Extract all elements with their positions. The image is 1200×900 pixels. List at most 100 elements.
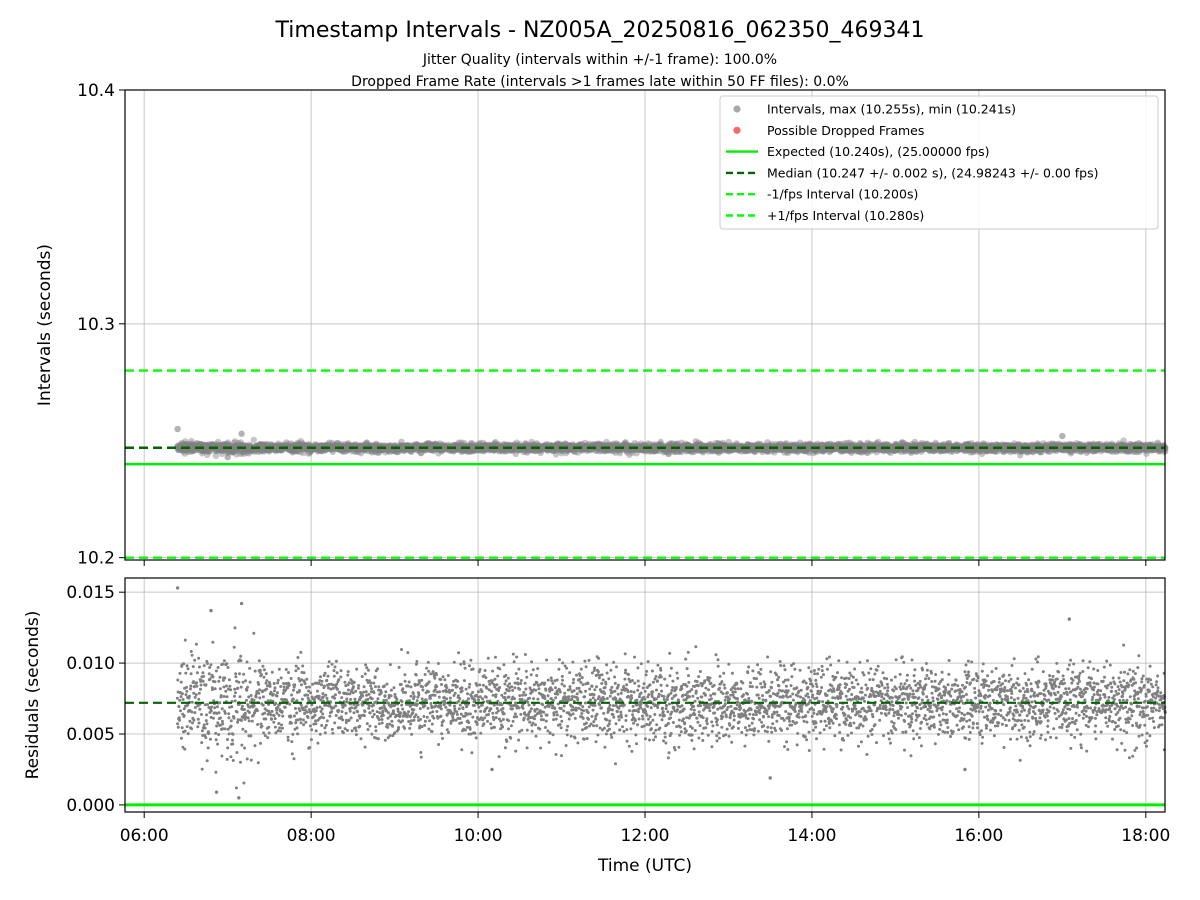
legend-label-1: Possible Dropped Frames xyxy=(767,123,924,138)
interval-point xyxy=(205,448,212,455)
interval-point xyxy=(194,440,201,447)
interval-point xyxy=(198,447,205,455)
residual-point xyxy=(240,718,243,722)
residual-point xyxy=(267,725,271,729)
residual-point xyxy=(217,711,221,715)
residual-point xyxy=(363,710,367,713)
residual-point xyxy=(222,695,226,698)
residual-point xyxy=(225,757,229,761)
residual-point xyxy=(280,723,283,727)
interval-point xyxy=(190,442,197,449)
interval-point xyxy=(188,445,195,453)
residual-point xyxy=(213,706,217,710)
residual-point xyxy=(197,721,201,725)
residual-point xyxy=(207,732,211,735)
residual-point xyxy=(273,686,277,690)
residual-point xyxy=(189,650,193,653)
residual-point xyxy=(232,645,236,649)
residual-point xyxy=(205,722,209,726)
residual-point xyxy=(246,685,249,689)
residual-point xyxy=(232,716,236,720)
residual-point xyxy=(201,679,205,683)
residual-point xyxy=(205,759,209,763)
residual-point xyxy=(328,714,332,718)
residual-point xyxy=(369,681,373,685)
residual-point xyxy=(352,680,356,684)
residual-point xyxy=(345,692,349,696)
residual-point xyxy=(288,702,292,706)
residual-point xyxy=(341,731,345,735)
residual-point xyxy=(357,684,361,687)
residual-point xyxy=(299,717,302,721)
residual-point xyxy=(249,734,253,738)
residual-point xyxy=(184,693,188,697)
residual-point xyxy=(355,719,359,722)
residual-point xyxy=(337,709,341,712)
residual-point xyxy=(314,719,317,723)
residual-point-extreme-8 xyxy=(963,767,967,772)
residual-point xyxy=(299,650,303,654)
residual-point xyxy=(202,674,206,678)
residual-point xyxy=(346,673,350,677)
residual-point xyxy=(184,671,188,675)
residual-point xyxy=(330,727,334,731)
residual-point xyxy=(233,687,237,691)
residual-point xyxy=(271,692,275,696)
residual-point xyxy=(346,670,350,674)
interval-point xyxy=(204,451,211,459)
residual-point xyxy=(180,726,184,730)
residual-point xyxy=(300,683,303,687)
interval-point xyxy=(175,445,183,453)
interval-point xyxy=(203,447,210,455)
residual-point xyxy=(195,681,199,685)
residual-point xyxy=(318,732,322,736)
residual-point xyxy=(183,747,187,751)
residual-point xyxy=(188,687,192,691)
intervals-y-ticks: 10.210.310.4 xyxy=(77,81,125,569)
residual-point xyxy=(185,664,189,668)
residual-point xyxy=(332,669,336,673)
residual-point xyxy=(208,666,212,669)
residual-point xyxy=(181,698,185,701)
residual-point xyxy=(189,672,193,676)
residual-point xyxy=(333,696,336,700)
residual-point xyxy=(294,664,298,668)
residual-point xyxy=(225,662,229,666)
residual-point xyxy=(239,654,243,658)
residual-point xyxy=(190,727,194,731)
residual-point xyxy=(254,695,258,699)
residual-point xyxy=(324,693,328,697)
residual-point xyxy=(275,694,279,698)
residual-point xyxy=(229,688,233,692)
residual-point xyxy=(322,716,326,720)
residual-point xyxy=(302,671,306,675)
residual-point xyxy=(306,716,310,719)
residual-point xyxy=(209,663,213,667)
residual-point xyxy=(348,709,352,713)
interval-point xyxy=(210,441,217,448)
residual-point xyxy=(234,675,238,679)
residual-point xyxy=(249,694,253,697)
interval-point-extreme-0 xyxy=(174,425,181,433)
residual-point xyxy=(284,668,288,671)
interval-point xyxy=(199,447,206,455)
residual-point xyxy=(223,727,227,731)
interval-point xyxy=(207,447,214,455)
interval-point xyxy=(209,441,217,448)
residual-point xyxy=(321,712,325,716)
interval-point xyxy=(183,441,190,448)
legend-label-5: +1/fps Interval (10.280s) xyxy=(767,208,924,223)
interval-point xyxy=(178,441,185,448)
residual-point xyxy=(289,721,293,725)
residual-point xyxy=(301,664,305,668)
residual-point-extreme-2 xyxy=(239,601,244,606)
interval-point xyxy=(201,447,208,455)
residual-point xyxy=(359,737,363,741)
interval-point xyxy=(202,446,209,453)
residual-point xyxy=(333,721,337,725)
residual-point xyxy=(270,670,274,674)
interval-point xyxy=(189,442,197,449)
residual-point xyxy=(298,689,301,692)
residual-point xyxy=(349,716,353,720)
residual-point xyxy=(193,658,197,662)
